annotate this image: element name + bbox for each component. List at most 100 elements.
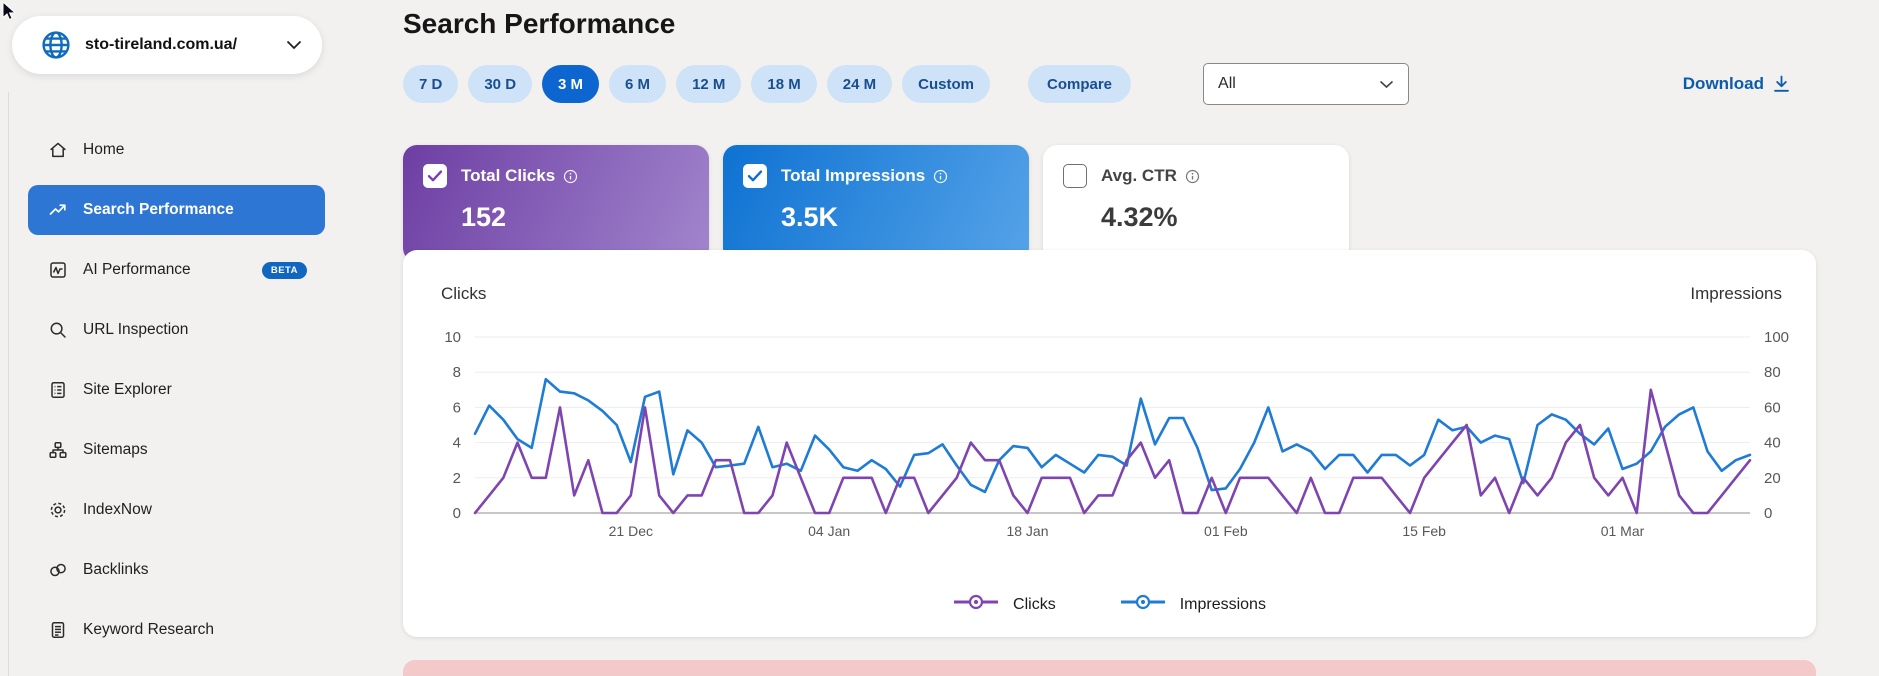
site-selector[interactable]: sto-tireland.com.ua/ bbox=[12, 16, 322, 74]
svg-text:01 Mar: 01 Mar bbox=[1601, 523, 1645, 539]
legend-item-impressions[interactable]: Impressions bbox=[1120, 594, 1266, 615]
sidebar: sto-tireland.com.ua/ Home bbox=[0, 0, 345, 676]
globe-icon bbox=[42, 31, 70, 59]
metric-label: Total Clicks bbox=[461, 166, 578, 186]
trend-icon bbox=[49, 204, 66, 215]
range-button-18m[interactable]: 18 M bbox=[751, 65, 817, 103]
total-impressions-checkbox[interactable] bbox=[743, 164, 767, 188]
sidebar-item-label: Search Performance bbox=[83, 201, 234, 218]
sidebar-nav: Home Search Performance AI Performance B bbox=[28, 125, 325, 655]
sidebar-item-ai-performance[interactable]: AI Performance BETA bbox=[28, 245, 325, 295]
metric-value: 3.5K bbox=[781, 202, 839, 232]
sidebar-item-label: AI Performance bbox=[83, 261, 191, 278]
performance-chart-card: Clicks Impressions 0 0 2 20 4 40 6 60 8 80 10 100 21… bbox=[403, 250, 1816, 637]
svg-text:18 Jan: 18 Jan bbox=[1006, 523, 1048, 539]
site-selector-label: sto-tireland.com.ua/ bbox=[85, 36, 238, 53]
sidebar-item-label: IndexNow bbox=[83, 501, 152, 518]
svg-text:10: 10 bbox=[444, 329, 461, 346]
metric-value: 4.32% bbox=[1101, 202, 1178, 232]
range-button-3m[interactable]: 3 M bbox=[542, 65, 600, 103]
chevron-down-icon bbox=[286, 40, 302, 50]
total-clicks-card[interactable]: Total Clicks 152 bbox=[403, 145, 709, 262]
download-icon bbox=[1774, 75, 1789, 92]
beta-badge: BETA bbox=[261, 261, 307, 279]
link-icon bbox=[50, 563, 66, 577]
sidebar-left-divider bbox=[8, 92, 9, 676]
info-icon bbox=[564, 169, 578, 183]
sidebar-item-search-performance[interactable]: Search Performance bbox=[28, 185, 325, 235]
svg-text:100: 100 bbox=[1764, 329, 1789, 346]
chevron-down-icon bbox=[1379, 80, 1394, 88]
main-content: Search Performance 7 D 30 D 3 M 6 M 12 M… bbox=[403, 0, 1816, 676]
range-button-30d[interactable]: 30 D bbox=[468, 65, 533, 103]
svg-text:0: 0 bbox=[1764, 505, 1772, 522]
metric-label-text: Total Clicks bbox=[461, 166, 556, 185]
controls-row: 7 D 30 D 3 M 6 M 12 M 18 M 24 M Custom C… bbox=[403, 62, 1816, 106]
clicks-legend-swatch bbox=[953, 594, 999, 615]
avg-ctr-checkbox[interactable] bbox=[1063, 164, 1087, 188]
range-button-24m[interactable]: 24 M bbox=[826, 65, 893, 103]
range-button-7d[interactable]: 7 D bbox=[403, 65, 459, 103]
svg-text:15 Feb: 15 Feb bbox=[1402, 523, 1446, 539]
sidebar-item-sitemaps[interactable]: Sitemaps bbox=[28, 425, 325, 475]
svg-text:2: 2 bbox=[453, 470, 461, 487]
sidebar-item-label: Keyword Research bbox=[83, 621, 214, 638]
page-title: Search Performance bbox=[403, 8, 676, 39]
range-button-12m[interactable]: 12 M bbox=[676, 65, 742, 103]
legend-item-clicks[interactable]: Clicks bbox=[953, 594, 1056, 615]
metric-label-text: Avg. CTR bbox=[1101, 166, 1177, 185]
svg-text:8: 8 bbox=[453, 364, 461, 381]
clicks-impressions-chart: 0 0 2 20 4 40 6 60 8 80 10 100 21 Dec 04 Jan 18 Jan 01 … bbox=[444, 329, 1789, 539]
svg-text:01 Feb: 01 Feb bbox=[1204, 523, 1248, 539]
sidebar-item-url-inspection[interactable]: URL Inspection bbox=[28, 305, 325, 355]
metric-label: Total Impressions bbox=[781, 166, 948, 186]
download-label: Download bbox=[1682, 74, 1764, 93]
metric-label-text: Total Impressions bbox=[781, 166, 926, 185]
sidebar-item-home[interactable]: Home bbox=[28, 125, 325, 175]
metric-label: Avg. CTR bbox=[1101, 166, 1200, 186]
svg-text:60: 60 bbox=[1764, 399, 1781, 416]
filter-dropdown-value: All bbox=[1218, 75, 1236, 92]
sidebar-item-site-explorer[interactable]: Site Explorer bbox=[28, 365, 325, 415]
range-button-custom[interactable]: Custom bbox=[902, 65, 990, 103]
svg-text:0: 0 bbox=[453, 505, 461, 522]
sidebar-item-backlinks[interactable]: Backlinks bbox=[28, 545, 325, 595]
svg-text:4: 4 bbox=[453, 435, 461, 452]
mouse-cursor bbox=[2, 2, 17, 21]
next-section-card-top bbox=[403, 660, 1816, 676]
svg-text:40: 40 bbox=[1764, 435, 1781, 452]
sidebar-item-label: Site Explorer bbox=[83, 381, 172, 398]
sidebar-item-label: Backlinks bbox=[83, 561, 149, 578]
sidebar-item-label: URL Inspection bbox=[83, 321, 189, 338]
compare-button[interactable]: Compare bbox=[1027, 65, 1132, 103]
chart-legend: Clicks Impressions bbox=[403, 594, 1816, 615]
sidebar-item-label: Sitemaps bbox=[83, 441, 148, 458]
svg-text:80: 80 bbox=[1764, 364, 1781, 381]
avg-ctr-card[interactable]: Avg. CTR 4.32% bbox=[1043, 145, 1349, 262]
legend-label: Clicks bbox=[1013, 595, 1056, 613]
download-button[interactable]: Download bbox=[1683, 74, 1790, 94]
impressions-legend-swatch bbox=[1120, 594, 1166, 615]
svg-text:20: 20 bbox=[1764, 470, 1781, 487]
total-clicks-checkbox[interactable] bbox=[423, 164, 447, 188]
check-icon bbox=[427, 170, 443, 182]
legend-label: Impressions bbox=[1179, 595, 1266, 613]
site-explorer-icon bbox=[51, 382, 65, 398]
svg-text:21 Dec: 21 Dec bbox=[609, 523, 653, 539]
info-icon bbox=[934, 169, 948, 183]
info-icon bbox=[1185, 169, 1199, 183]
sitemap-icon bbox=[49, 442, 67, 458]
metric-value: 152 bbox=[461, 202, 507, 232]
sidebar-item-keyword-research[interactable]: Keyword Research bbox=[28, 605, 325, 655]
total-impressions-card[interactable]: Total Impressions 3.5K bbox=[723, 145, 1029, 262]
right-axis-title: Impressions bbox=[1690, 284, 1782, 303]
sidebar-item-indexnow[interactable]: IndexNow bbox=[28, 485, 325, 535]
filter-dropdown[interactable]: All bbox=[1203, 63, 1410, 105]
magnifier-icon bbox=[50, 322, 66, 338]
range-button-6m[interactable]: 6 M bbox=[609, 65, 667, 103]
svg-text:04 Jan: 04 Jan bbox=[808, 523, 850, 539]
sidebar-item-label: Home bbox=[83, 141, 125, 158]
check-icon bbox=[747, 170, 763, 182]
chart-box-icon bbox=[50, 262, 66, 278]
